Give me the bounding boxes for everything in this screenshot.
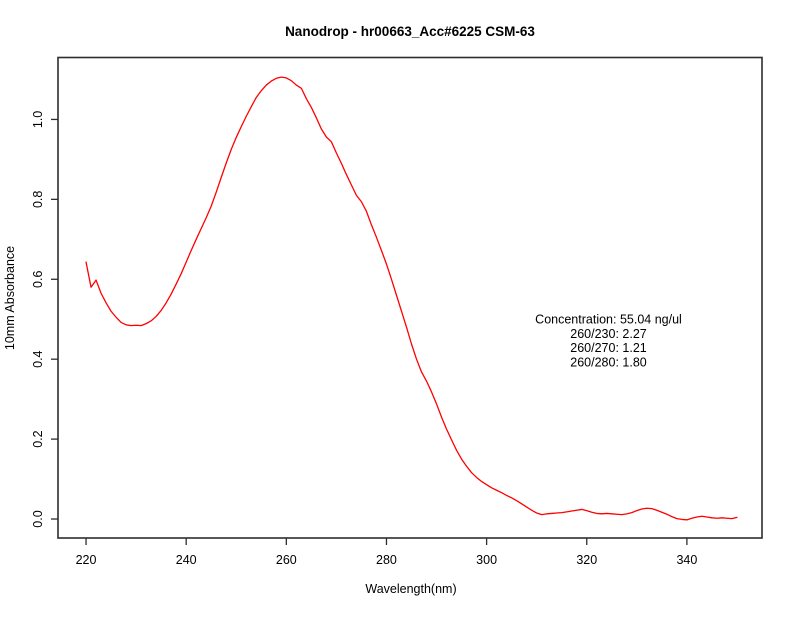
y-tick-label: 1.0 xyxy=(31,111,45,128)
y-axis-label: 10mm Absorbance xyxy=(3,246,17,350)
chart-title: Nanodrop - hr00663_Acc#6225 CSM-63 xyxy=(285,24,535,39)
x-tick-label: 300 xyxy=(476,553,497,567)
annotation-concentration: Concentration: 55.04 ng/ul xyxy=(535,312,682,326)
x-tick-label: 280 xyxy=(376,553,397,567)
y-tick-label: 0.4 xyxy=(31,350,45,367)
annotation-block: Concentration: 55.04 ng/ul 260/230: 2.27… xyxy=(535,312,682,369)
y-tick-label: 0.2 xyxy=(31,430,45,447)
plot-box xyxy=(57,56,763,539)
x-axis-label: Wavelength(nm) xyxy=(365,582,456,596)
x-tick-label: 260 xyxy=(276,553,297,567)
x-axis-ticks: 220 240 260 280 300 320 340 xyxy=(76,538,697,567)
x-tick-label: 320 xyxy=(576,553,597,567)
x-tick-label: 240 xyxy=(176,553,197,567)
y-tick-label: 0.6 xyxy=(31,271,45,288)
annotation-ratio-260-230: 260/230: 2.27 xyxy=(570,327,647,341)
y-tick-label: 0.8 xyxy=(31,191,45,208)
y-axis-ticks: 0.0 0.2 0.4 0.6 0.8 1.0 xyxy=(31,111,58,528)
x-tick-label: 340 xyxy=(676,553,697,567)
y-tick-label: 0.0 xyxy=(31,510,45,527)
absorbance-curve xyxy=(85,76,738,521)
annotation-ratio-260-280: 260/280: 1.80 xyxy=(570,356,647,370)
annotation-ratio-260-270: 260/270: 1.21 xyxy=(570,341,647,355)
x-tick-label: 220 xyxy=(76,553,97,567)
